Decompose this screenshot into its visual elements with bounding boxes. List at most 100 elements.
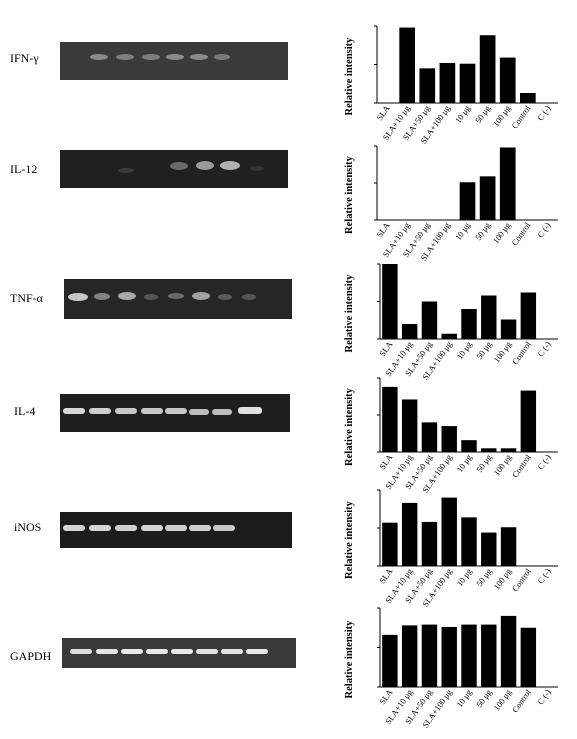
bar-6 (499, 57, 516, 103)
y-axis-label: Relative intensity (344, 500, 355, 579)
gel-band (189, 409, 209, 415)
category-label: SLA (377, 566, 395, 586)
gel-band (118, 168, 134, 173)
bar-0 (382, 386, 398, 452)
bar-4 (461, 517, 477, 566)
gene-label-gapdh: GAPDH (10, 649, 52, 663)
bar-5 (481, 532, 497, 566)
gel-band (192, 292, 210, 300)
gel-band (220, 161, 240, 170)
gel-band (238, 407, 262, 414)
gel-band (171, 649, 193, 654)
bar-3 (441, 426, 457, 452)
gel-band (170, 162, 188, 170)
gel-band (63, 525, 85, 531)
category-label: Control (509, 220, 532, 248)
bar-5 (481, 448, 497, 452)
bar-4 (461, 309, 477, 339)
gel-band (221, 649, 243, 654)
gel-band (213, 525, 235, 531)
category-label: 10 μg (454, 452, 474, 474)
gel-band (142, 54, 160, 60)
bar-2 (421, 301, 438, 339)
category-label: C (-) (535, 339, 553, 358)
y-axis-label: Relative intensity (344, 155, 355, 234)
gel-band (89, 525, 111, 531)
category-label: 10 μg (453, 220, 473, 242)
gel-band (196, 161, 214, 170)
category-label: SLA (374, 220, 392, 240)
bar-5 (479, 176, 496, 220)
bar-0 (382, 634, 398, 687)
category-label: 10 μg (454, 566, 474, 588)
bar-6 (500, 319, 517, 339)
gel-image-il-12 (60, 150, 288, 188)
gel-band (118, 292, 136, 300)
bar-4 (459, 182, 476, 220)
category-label: Control (510, 687, 533, 715)
bar-2 (421, 624, 438, 687)
category-label: SLA (374, 103, 392, 123)
gel-image-ifn-gamma (60, 42, 288, 80)
bar-2 (421, 521, 438, 566)
gel-band (165, 408, 187, 414)
gel-band (166, 54, 184, 60)
category-label: Control (510, 566, 533, 594)
gel-image-inos (60, 512, 292, 548)
y-axis-label: Relative intensity (344, 387, 355, 466)
bar-6 (500, 615, 517, 687)
gene-label-il-4: IL-4 (14, 404, 36, 418)
gel-band (90, 54, 108, 60)
gel-band (63, 408, 85, 414)
gel-band (141, 408, 163, 414)
category-label: C (-) (535, 452, 553, 471)
bar-7 (520, 627, 537, 687)
y-axis-label: Relative intensity (344, 620, 355, 699)
category-label: SLA (377, 339, 395, 359)
bar-4 (459, 63, 476, 103)
gel-band (94, 293, 110, 300)
category-label: 50 μg (473, 103, 493, 125)
bar-0 (382, 264, 398, 339)
gel-band (115, 525, 137, 531)
category-label: 10 μg (454, 687, 474, 709)
bar-3 (439, 62, 456, 103)
category-label: C (-) (535, 103, 553, 122)
gel-band (141, 525, 163, 531)
gel-band (89, 408, 111, 414)
bar-4 (461, 440, 477, 452)
bar-6 (499, 147, 516, 220)
gene-label-ifn-gamma: IFN-γ (10, 51, 39, 65)
bar-7 (520, 292, 537, 339)
category-label: C (-) (535, 687, 553, 706)
category-label: Control (510, 452, 533, 480)
gel-band (168, 293, 184, 299)
gel-band (144, 294, 158, 300)
gene-label-tnf-alpha: TNF-α (10, 291, 43, 305)
gel-band (96, 649, 118, 654)
bar-1 (401, 399, 418, 452)
bar-1 (401, 324, 418, 339)
bar-6 (500, 527, 517, 566)
category-label: 50 μg (473, 220, 493, 242)
gel-band (250, 166, 264, 171)
gel-image-tnf-alpha (64, 279, 292, 319)
category-label: 50 μg (474, 687, 494, 709)
gel-band (218, 294, 232, 300)
bar-4 (461, 624, 477, 687)
bar-7 (519, 92, 536, 103)
gel-band (115, 408, 137, 414)
y-axis-label: Relative intensity (344, 37, 355, 116)
category-label: C (-) (535, 566, 553, 585)
bar-7 (520, 390, 537, 452)
category-label: SLA (377, 687, 395, 707)
bar-2 (421, 422, 438, 452)
category-label: 50 μg (474, 452, 494, 474)
bar-5 (481, 624, 497, 687)
category-label: Control (509, 103, 532, 131)
